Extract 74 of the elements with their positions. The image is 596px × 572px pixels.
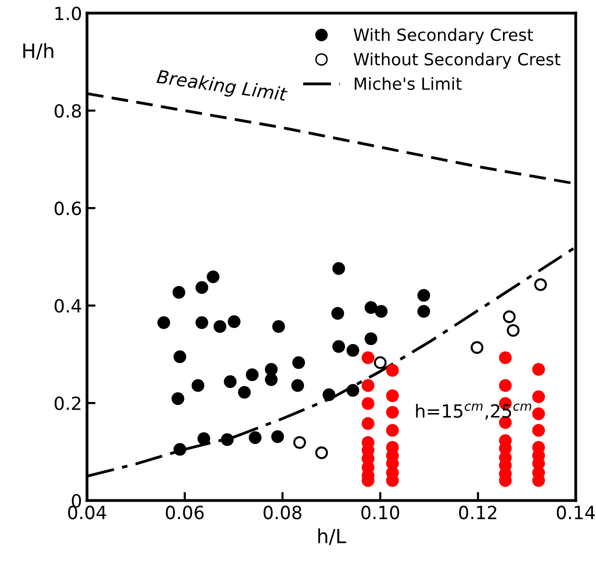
point xyxy=(332,262,346,275)
point xyxy=(374,356,387,369)
point xyxy=(196,281,208,294)
point xyxy=(192,379,204,392)
point xyxy=(246,368,259,382)
point xyxy=(417,305,430,318)
x-tick-label: 0.08 xyxy=(264,506,302,520)
point xyxy=(293,436,306,449)
point xyxy=(331,307,344,320)
y-tick-label: 0 xyxy=(72,494,81,508)
annotation: h=15$^{cm}$,25$^{cm}$ xyxy=(416,404,532,420)
point xyxy=(228,315,240,328)
point xyxy=(362,351,374,364)
point xyxy=(196,316,208,329)
point xyxy=(362,417,374,430)
y-tick-label: 0.6 xyxy=(54,202,82,216)
point xyxy=(386,406,399,419)
point xyxy=(264,373,278,386)
x-tick-label: 0.10 xyxy=(361,506,400,520)
point xyxy=(174,350,186,364)
point xyxy=(532,390,545,404)
y-tick-label: 1.0 xyxy=(55,6,81,20)
point xyxy=(364,301,378,314)
annotation: Breaking Limit xyxy=(156,69,288,105)
y-tick-label: 0.8 xyxy=(54,104,81,118)
point xyxy=(332,340,346,353)
point xyxy=(417,288,430,302)
point xyxy=(534,278,547,291)
point xyxy=(386,389,399,402)
point xyxy=(292,356,305,369)
point xyxy=(174,442,186,456)
legend-label: Without Secondary Crest xyxy=(354,52,560,69)
point xyxy=(238,386,251,399)
point xyxy=(322,388,336,402)
point xyxy=(157,316,170,329)
point xyxy=(386,364,399,377)
point xyxy=(499,379,512,392)
y-tick-label: 0.2 xyxy=(54,396,80,410)
point xyxy=(470,341,484,354)
x-tick-label: 0.12 xyxy=(459,506,496,520)
point xyxy=(220,433,234,446)
point xyxy=(272,320,285,333)
point xyxy=(206,270,220,284)
point xyxy=(362,397,374,410)
x-tick-label: 0.14 xyxy=(556,506,595,520)
point xyxy=(346,384,360,397)
point xyxy=(502,310,516,324)
x-axis-title: h/L xyxy=(318,528,346,545)
point xyxy=(214,320,226,333)
point xyxy=(172,392,184,405)
point xyxy=(315,446,328,460)
point xyxy=(362,379,374,392)
point xyxy=(346,344,360,357)
point xyxy=(532,407,545,420)
point xyxy=(506,324,520,337)
legend-label: With Secondary Crest xyxy=(354,28,534,44)
point xyxy=(291,379,304,392)
point xyxy=(532,424,545,437)
x-tick-label: 0.04 xyxy=(68,506,106,520)
point xyxy=(374,305,388,318)
y-tick-label: 0.4 xyxy=(54,299,82,313)
point xyxy=(532,363,545,376)
point xyxy=(386,424,399,437)
legend-label: Miche's Limit xyxy=(354,77,462,90)
point xyxy=(224,375,237,388)
x-tick-label: 0.06 xyxy=(166,506,204,520)
point xyxy=(197,432,210,445)
point xyxy=(271,430,284,444)
point xyxy=(248,431,262,444)
point xyxy=(499,351,512,364)
point xyxy=(364,332,378,346)
point xyxy=(172,286,186,299)
point xyxy=(264,363,278,376)
y-axis-title: H/h xyxy=(23,43,54,60)
